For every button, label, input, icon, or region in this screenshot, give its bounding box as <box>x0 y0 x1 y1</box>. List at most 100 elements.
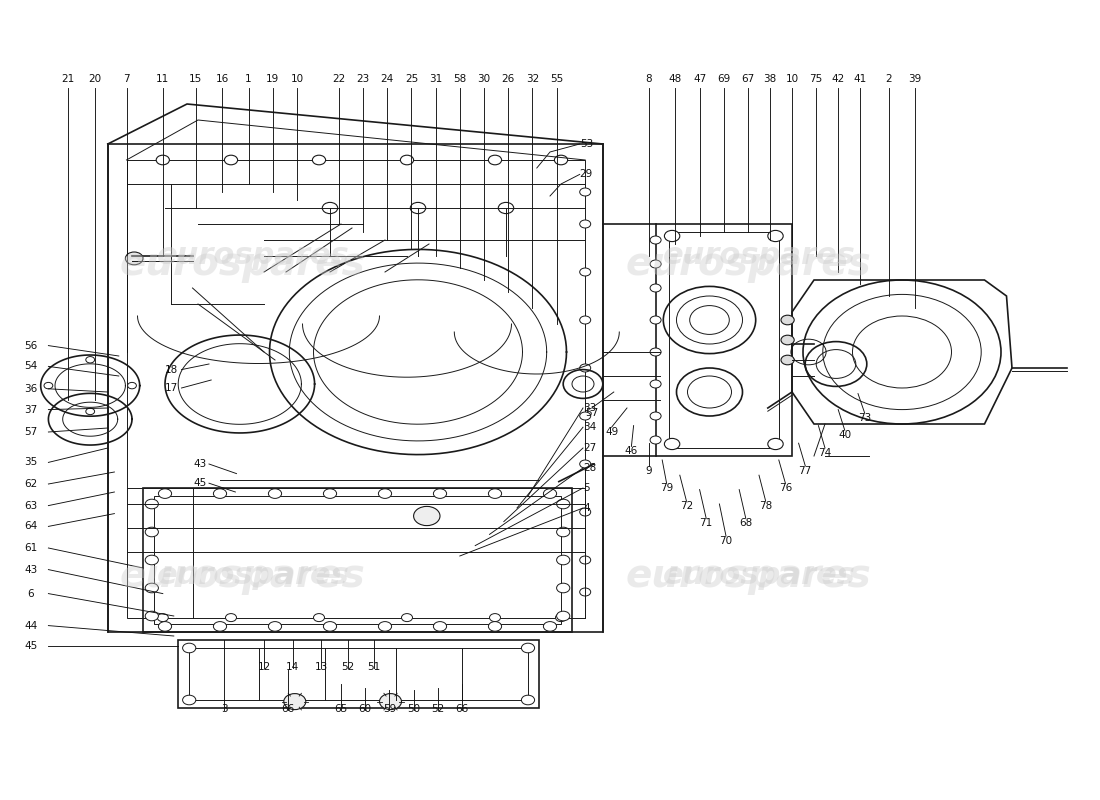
Text: 19: 19 <box>266 74 279 84</box>
Text: 62: 62 <box>24 479 37 489</box>
Text: 47: 47 <box>693 74 706 84</box>
Circle shape <box>557 527 570 537</box>
Circle shape <box>768 438 783 450</box>
Text: 66: 66 <box>455 704 469 714</box>
Text: 36: 36 <box>24 384 37 394</box>
Circle shape <box>650 260 661 268</box>
Circle shape <box>379 694 401 710</box>
Text: 46: 46 <box>625 446 638 456</box>
Text: 41: 41 <box>854 74 867 84</box>
Text: eurospares: eurospares <box>119 557 365 595</box>
Text: 73: 73 <box>858 413 871 422</box>
Text: 63: 63 <box>24 501 37 510</box>
Circle shape <box>183 695 196 705</box>
Circle shape <box>498 202 514 214</box>
Text: 42: 42 <box>832 74 845 84</box>
Text: 79: 79 <box>660 483 673 493</box>
Circle shape <box>400 155 414 165</box>
Circle shape <box>543 622 557 631</box>
Text: 30: 30 <box>477 74 491 84</box>
Text: 39: 39 <box>909 74 922 84</box>
Circle shape <box>521 643 535 653</box>
Text: 37: 37 <box>24 405 37 414</box>
Text: 20: 20 <box>88 74 101 84</box>
Circle shape <box>488 622 502 631</box>
Circle shape <box>224 155 238 165</box>
Text: 64: 64 <box>24 522 37 531</box>
Circle shape <box>580 460 591 468</box>
Text: 2: 2 <box>886 74 892 84</box>
Text: eurospares: eurospares <box>625 245 871 283</box>
Text: 44: 44 <box>24 621 37 630</box>
Circle shape <box>664 230 680 242</box>
Circle shape <box>521 695 535 705</box>
Circle shape <box>664 438 680 450</box>
Circle shape <box>557 611 570 621</box>
Text: 11: 11 <box>156 74 169 84</box>
Circle shape <box>781 335 794 345</box>
Circle shape <box>580 588 591 596</box>
Text: 26: 26 <box>502 74 515 84</box>
Text: 16: 16 <box>216 74 229 84</box>
Circle shape <box>650 348 661 356</box>
Text: 35: 35 <box>24 458 37 467</box>
Text: 7: 7 <box>123 74 130 84</box>
Circle shape <box>490 614 500 622</box>
Text: 52: 52 <box>341 662 354 672</box>
Text: 53: 53 <box>580 139 593 149</box>
Text: 59: 59 <box>383 704 396 714</box>
Text: 25: 25 <box>405 74 418 84</box>
Circle shape <box>158 489 172 498</box>
Circle shape <box>781 315 794 325</box>
Circle shape <box>410 202 426 214</box>
Circle shape <box>213 489 227 498</box>
Circle shape <box>378 489 392 498</box>
Text: 38: 38 <box>763 74 777 84</box>
Text: eurospares: eurospares <box>662 242 856 270</box>
Text: 67: 67 <box>741 74 755 84</box>
Circle shape <box>580 316 591 324</box>
Circle shape <box>650 236 661 244</box>
Circle shape <box>781 355 794 365</box>
Text: 21: 21 <box>62 74 75 84</box>
Text: 51: 51 <box>367 662 381 672</box>
Text: 78: 78 <box>759 501 772 511</box>
Text: 5: 5 <box>583 483 590 493</box>
Text: 57: 57 <box>24 427 37 437</box>
Text: 45: 45 <box>194 478 207 488</box>
Text: 50: 50 <box>407 704 420 714</box>
Circle shape <box>557 499 570 509</box>
Circle shape <box>125 252 143 265</box>
Text: 10: 10 <box>290 74 304 84</box>
Circle shape <box>268 489 282 498</box>
Circle shape <box>580 268 591 276</box>
Circle shape <box>580 220 591 228</box>
Circle shape <box>284 694 306 710</box>
Text: eurospares: eurospares <box>662 562 856 590</box>
Text: 6: 6 <box>28 589 34 598</box>
Text: 75: 75 <box>810 74 823 84</box>
Circle shape <box>650 316 661 324</box>
Text: 49: 49 <box>605 427 618 437</box>
Circle shape <box>768 230 783 242</box>
Text: 33: 33 <box>583 403 596 413</box>
Circle shape <box>145 499 158 509</box>
Text: 56: 56 <box>24 341 37 350</box>
Circle shape <box>580 364 591 372</box>
Text: eurospares: eurospares <box>119 245 365 283</box>
Text: 60: 60 <box>359 704 372 714</box>
Text: 24: 24 <box>381 74 394 84</box>
Circle shape <box>213 622 227 631</box>
Circle shape <box>145 583 158 593</box>
Circle shape <box>488 489 502 498</box>
Circle shape <box>650 284 661 292</box>
Circle shape <box>402 614 412 622</box>
Circle shape <box>414 506 440 526</box>
Circle shape <box>156 155 169 165</box>
Text: 66: 66 <box>282 704 295 714</box>
Text: 55: 55 <box>550 74 563 84</box>
Circle shape <box>580 508 591 516</box>
Circle shape <box>543 489 557 498</box>
Text: 77: 77 <box>799 466 812 475</box>
Text: 32: 32 <box>526 74 539 84</box>
